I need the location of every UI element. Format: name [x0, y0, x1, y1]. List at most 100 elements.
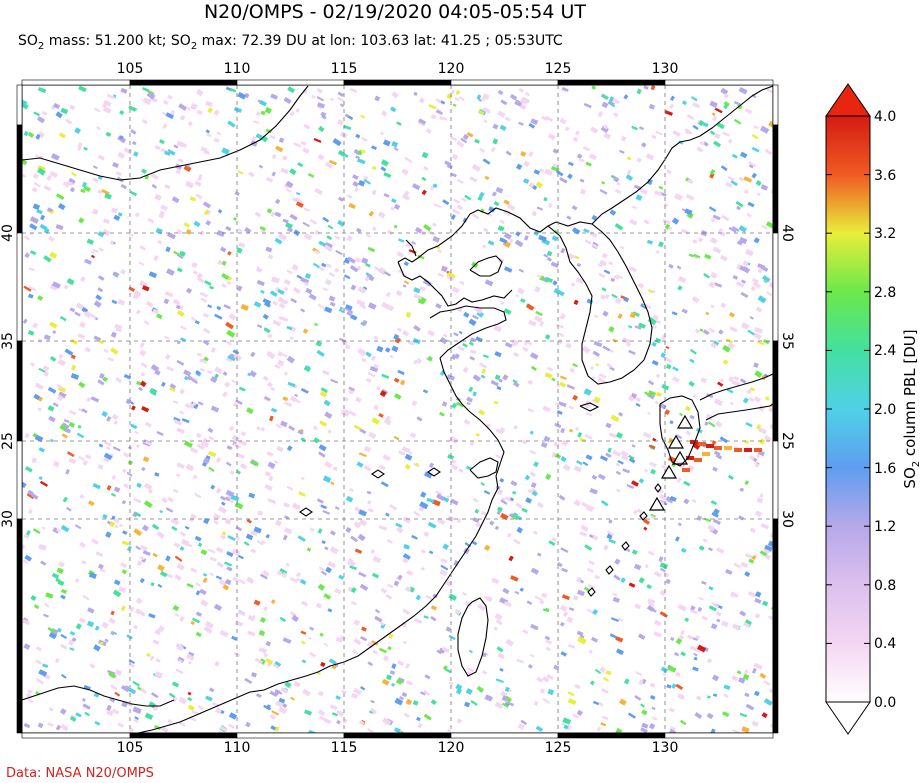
- so2-pixel: [710, 271, 718, 279]
- so2-pixel: [609, 209, 617, 216]
- so2-pixel: [196, 276, 205, 284]
- so2-pixel: [22, 102, 29, 110]
- so2-pixel: [213, 109, 220, 116]
- so2-pixel: [231, 379, 236, 384]
- so2-pixel: [470, 337, 477, 343]
- so2-pixel: [464, 600, 472, 607]
- so2-pixel: [381, 717, 392, 726]
- so2-pixel: [513, 512, 519, 517]
- so2-pixel: [416, 716, 421, 722]
- so2-pixel: [409, 432, 417, 439]
- so2-pixel: [664, 223, 671, 230]
- colorbar-max-arrow: [825, 83, 871, 117]
- so2-pixel: [576, 460, 583, 466]
- so2-pixel: [225, 225, 232, 232]
- so2-pixel: [70, 171, 77, 177]
- so2-pixel: [753, 237, 760, 244]
- so2-pixel: [647, 288, 654, 294]
- so2-pixel: [402, 330, 410, 337]
- so2-pixel: [736, 104, 743, 110]
- so2-pixel: [747, 591, 757, 598]
- so2-pixel: [750, 285, 756, 292]
- so2-pixel: [721, 214, 730, 222]
- so2-pixel: [675, 638, 683, 645]
- so2-pixel: [608, 432, 617, 439]
- so2-pixel: [687, 178, 694, 184]
- so2-pixel: [48, 707, 54, 712]
- so2-pixel: [685, 193, 695, 201]
- so2-pixel: [190, 567, 198, 573]
- so2-pixel: [51, 281, 61, 289]
- lat-label: 35: [0, 332, 16, 350]
- so2-pixel: [175, 668, 184, 675]
- so2-pixel: [149, 655, 155, 662]
- so2-pixel: [183, 222, 191, 228]
- so2-pixel: [499, 237, 508, 244]
- so2-pixel: [360, 686, 366, 691]
- so2-pixel: [187, 661, 192, 665]
- so2-pixel: [228, 313, 237, 321]
- so2-pixel: [99, 641, 104, 646]
- so2-pixel: [641, 709, 648, 716]
- so2-pixel: [202, 313, 209, 318]
- so2-pixel: [669, 495, 677, 502]
- so2-pixel: [197, 542, 203, 548]
- so2-pixel: [424, 674, 431, 680]
- so2-pixel: [487, 240, 495, 246]
- so2-pixel: [323, 593, 332, 600]
- so2-pixel: [451, 208, 460, 215]
- so2-pixel: [476, 94, 482, 100]
- so2-pixel: [529, 450, 536, 455]
- so2-pixel: [360, 149, 366, 154]
- so2-pixel: [154, 671, 163, 679]
- so2-pixel: [628, 454, 635, 460]
- so2-pixel: [247, 614, 256, 622]
- so2-pixel: [376, 345, 384, 353]
- so2-pixel: [150, 692, 159, 699]
- so2-pixel: [170, 517, 180, 526]
- so2-pixel: [179, 114, 186, 121]
- so2-pixel: [197, 401, 204, 406]
- so2-pixel: [554, 402, 560, 406]
- so2-pixel: [567, 643, 576, 649]
- so2-pixel: [521, 96, 530, 104]
- so2-pixel: [277, 351, 283, 357]
- so2-pixel: [744, 619, 753, 626]
- lon-labels-bottom: 105 110 115 120 125 130: [117, 740, 679, 756]
- so2-pixel: [430, 699, 437, 705]
- colorbar-min-arrow: [825, 701, 871, 735]
- so2-pixel: [115, 376, 123, 384]
- so2-pixel: [207, 427, 214, 434]
- so2-pixel: [677, 522, 682, 527]
- so2-pixel: [250, 672, 258, 678]
- so2-pixel: [615, 648, 624, 656]
- so2-pixel: [106, 704, 112, 711]
- so2-pixel: [380, 621, 385, 626]
- so2-pixel: [81, 698, 86, 702]
- so2-pixel: [559, 375, 567, 380]
- so2-pixel: [139, 556, 146, 561]
- so2-pixel: [505, 150, 512, 156]
- so2-pixel: [371, 165, 377, 171]
- so2-pixel: [545, 639, 553, 645]
- so2-pixel: [414, 618, 423, 624]
- so2-pixel: [423, 531, 430, 537]
- so2-pixel: [318, 566, 325, 572]
- so2-pixel: [482, 106, 491, 114]
- so2-pixel: [693, 652, 698, 657]
- so2-pixel: [672, 366, 679, 372]
- so2-pixel: [678, 140, 684, 145]
- so2-pixel: [460, 137, 468, 144]
- so2-pixel: [576, 709, 583, 716]
- so2-pixel: [96, 126, 101, 131]
- so2-pixel: [477, 109, 485, 115]
- so2-pixel: [59, 315, 67, 322]
- so2-pixel: [142, 456, 150, 463]
- so2-pixel: [329, 97, 334, 102]
- so2-pixel: [358, 180, 366, 187]
- so2-pixel: [389, 106, 397, 113]
- so2-pixel: [309, 626, 315, 631]
- so2-pixel: [150, 173, 159, 180]
- so2-pixel: [455, 89, 461, 96]
- so2-pixel: [110, 347, 119, 355]
